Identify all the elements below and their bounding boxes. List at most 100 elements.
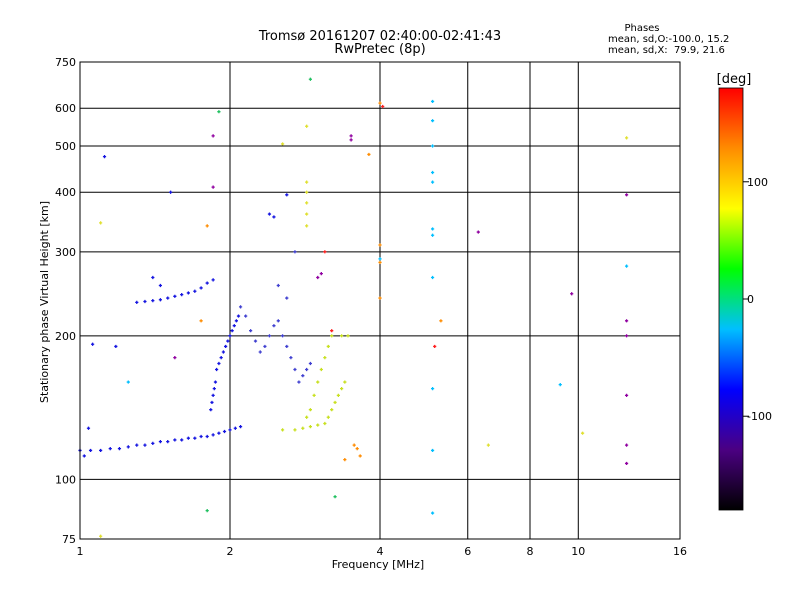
chart-title: Tromsø 20161207 02:40:00-02:41:43	[258, 29, 501, 44]
data-point	[378, 101, 382, 105]
data-point	[333, 495, 337, 499]
data-point	[624, 443, 629, 447]
y-tick-label: 400	[55, 186, 76, 199]
data-point	[624, 136, 629, 140]
data-point	[86, 426, 91, 430]
data-point	[285, 296, 289, 300]
data-point	[486, 443, 490, 447]
data-point	[199, 286, 203, 290]
data-point	[285, 193, 289, 197]
grid-lines	[80, 62, 680, 539]
data-point	[430, 180, 435, 184]
data-point	[378, 243, 382, 247]
data-point	[166, 440, 170, 444]
stats-heading: Phases	[624, 23, 659, 34]
data-point	[205, 224, 209, 228]
data-point	[280, 334, 285, 338]
colorbar	[718, 87, 744, 511]
data-point	[352, 443, 356, 447]
data-point	[210, 400, 214, 405]
data-point	[323, 421, 327, 426]
data-point	[211, 185, 215, 189]
data-point	[355, 447, 359, 451]
x-tick-label: 6	[464, 545, 471, 558]
data-point	[305, 415, 309, 419]
y-tick-label: 300	[55, 246, 76, 259]
x-axis-label: Frequency [MHz]	[332, 558, 424, 571]
data-point	[193, 436, 197, 440]
data-point	[308, 425, 313, 429]
data-point	[230, 329, 234, 333]
data-point	[340, 387, 344, 391]
data-point	[305, 224, 309, 228]
data-point	[158, 283, 163, 288]
data-point	[293, 428, 297, 432]
data-point	[233, 426, 237, 430]
data-point	[624, 193, 629, 197]
data-point	[430, 170, 435, 175]
data-point	[272, 324, 276, 328]
data-point	[326, 415, 330, 419]
chart-subtitle: RwPretec (8p)	[334, 42, 425, 57]
data-point	[305, 190, 309, 194]
data-point	[430, 227, 435, 231]
data-point	[209, 408, 213, 412]
data-point	[476, 230, 480, 234]
data-point	[158, 440, 163, 444]
data-point	[330, 334, 334, 338]
data-point	[624, 319, 629, 323]
data-point	[308, 408, 313, 412]
stats-line-x: mean, sd,X: 79.9, 21.6	[608, 45, 725, 56]
y-tick-label: 75	[62, 533, 76, 546]
data-point	[228, 428, 232, 432]
data-point	[249, 329, 253, 333]
data-point	[326, 344, 330, 349]
data-point	[319, 272, 323, 276]
y-tick-label: 200	[55, 330, 76, 343]
y-axis-label: Stationary phase Virtual Height [km]	[38, 201, 51, 403]
data-point	[378, 257, 382, 261]
data-point	[316, 423, 320, 427]
data-point	[312, 393, 316, 398]
data-point	[234, 319, 238, 323]
data-point	[305, 180, 309, 184]
data-point	[272, 215, 276, 219]
data-point	[430, 511, 435, 515]
data-point	[276, 283, 280, 288]
data-point	[205, 434, 209, 439]
data-point	[340, 334, 344, 338]
data-point	[151, 299, 155, 303]
x-tick-label: 4	[377, 545, 384, 558]
y-tick-label: 600	[55, 102, 76, 115]
data-point	[343, 458, 347, 462]
data-point	[151, 441, 155, 445]
data-point	[221, 350, 226, 354]
x-tick-label: 10	[571, 545, 585, 558]
data-point	[186, 436, 190, 440]
data-point	[333, 400, 337, 405]
data-point	[222, 429, 227, 434]
data-point	[624, 264, 629, 268]
data-point	[439, 319, 443, 323]
data-point	[316, 380, 320, 384]
data-point	[289, 356, 293, 360]
data-point	[570, 292, 574, 296]
data-point	[236, 314, 241, 318]
data-point	[205, 509, 209, 513]
data-point	[126, 445, 130, 449]
data-point	[180, 438, 184, 442]
data-point	[99, 448, 103, 453]
data-point	[263, 344, 267, 349]
data-point	[285, 344, 289, 349]
data-point	[199, 319, 203, 323]
colorbar-ticks: -100 0 100	[743, 176, 772, 423]
data-point	[219, 356, 223, 360]
data-point	[330, 329, 334, 333]
data-point	[199, 434, 203, 439]
colorbar-tick-label: 100	[747, 176, 768, 189]
data-point	[343, 380, 347, 384]
x-tick-label: 1	[77, 545, 84, 558]
data-point	[193, 289, 197, 293]
data-point	[305, 201, 309, 205]
data-point	[430, 275, 435, 280]
